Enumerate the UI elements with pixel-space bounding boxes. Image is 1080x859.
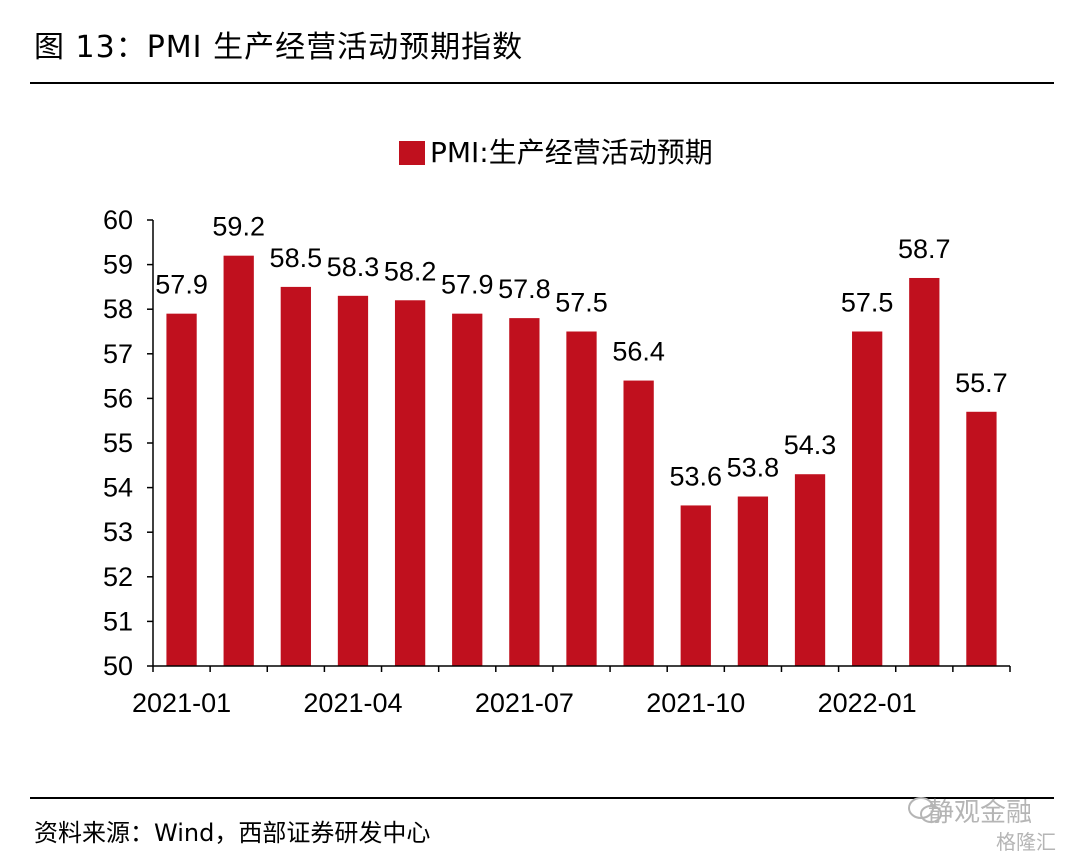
x-tick-label: 2021-10 xyxy=(646,688,745,718)
y-tick-label: 58 xyxy=(103,294,133,324)
y-tick-label: 50 xyxy=(103,651,133,681)
data-label: 56.4 xyxy=(612,337,665,367)
data-label: 55.7 xyxy=(955,368,1008,398)
data-label: 57.9 xyxy=(441,270,494,300)
data-label: 57.8 xyxy=(498,274,551,304)
bar xyxy=(623,380,654,666)
watermark-brand: 格隆汇 xyxy=(996,830,1056,854)
data-label: 58.2 xyxy=(384,256,437,286)
bar xyxy=(280,286,311,666)
data-label: 57.5 xyxy=(841,288,894,318)
x-axis-ticks: 2021-01 2021-04 2021-07 2021-10 2022-01 xyxy=(132,666,1011,718)
figure-title: 图 13：PMI 生产经营活动预期指数 xyxy=(34,30,524,65)
y-tick-label: 52 xyxy=(103,562,133,592)
data-label: 54.3 xyxy=(784,430,837,460)
legend-swatch xyxy=(399,141,425,165)
wechat-icon xyxy=(908,797,942,823)
bar xyxy=(680,505,711,666)
data-label: 53.6 xyxy=(669,461,722,491)
y-tick-label: 57 xyxy=(103,339,133,369)
data-label: 57.5 xyxy=(555,288,608,318)
x-tick-label: 2022-01 xyxy=(818,688,917,718)
legend-label: PMI:生产经营活动预期 xyxy=(430,136,713,169)
data-label: 58.5 xyxy=(270,243,323,273)
bars xyxy=(166,255,997,666)
x-tick-label: 2021-04 xyxy=(303,688,402,718)
bar-chart: PMI:生产经营活动预期 50 51 52 53 54 55 56 57 58 59 60 57.9… xyxy=(103,136,1011,718)
data-label: 53.8 xyxy=(727,453,780,483)
bar xyxy=(394,300,426,666)
data-label: 58.7 xyxy=(898,234,951,264)
y-tick-label: 53 xyxy=(103,517,133,547)
axes xyxy=(152,220,1010,667)
y-tick-label: 56 xyxy=(103,383,133,413)
bar xyxy=(166,313,197,666)
y-tick-label: 60 xyxy=(103,205,133,235)
y-tick-label: 54 xyxy=(103,473,133,503)
data-label: 57.9 xyxy=(155,270,208,300)
bar xyxy=(337,295,369,666)
data-label: 58.3 xyxy=(327,252,380,282)
y-tick-label: 59 xyxy=(103,250,133,280)
data-labels: 57.959.258.5 58.3 58.2 57.9 57.8 57.556.453.6… xyxy=(155,212,1007,492)
bar xyxy=(452,313,483,666)
bar xyxy=(566,331,597,666)
x-tick-label: 2021-07 xyxy=(475,688,574,718)
data-label: 59.2 xyxy=(212,212,265,242)
chart-legend: PMI:生产经营活动预期 xyxy=(399,136,713,169)
bar xyxy=(509,318,540,666)
watermark: 静观金融 格隆汇 xyxy=(862,790,1062,854)
top-rule xyxy=(30,82,1054,84)
bottom-rule xyxy=(30,797,1054,799)
watermark-text: 静观金融 xyxy=(927,798,1032,828)
bar xyxy=(966,411,997,666)
y-tick-label: 51 xyxy=(103,606,133,636)
bar xyxy=(852,331,883,666)
source-note: 资料来源：Wind，西部证券研发中心 xyxy=(34,819,431,847)
bar xyxy=(223,255,254,666)
y-tick-label: 55 xyxy=(103,428,133,458)
bar xyxy=(737,496,769,666)
x-tick-label: 2021-01 xyxy=(132,688,231,718)
bar xyxy=(909,277,940,666)
y-axis-ticks: 50 51 52 53 54 55 56 57 58 59 60 xyxy=(103,205,153,681)
bar xyxy=(794,474,826,666)
